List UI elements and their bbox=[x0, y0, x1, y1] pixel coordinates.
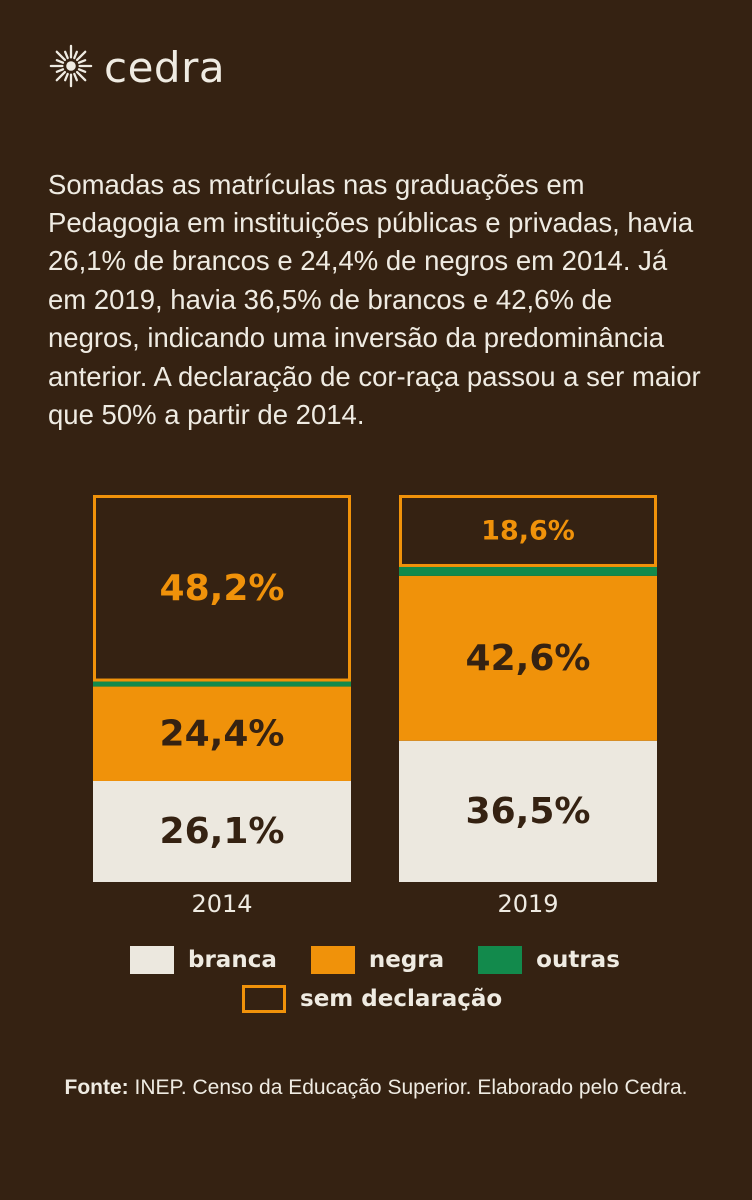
data-label-branca-2019: 36,5% bbox=[466, 791, 591, 832]
legend-swatch-sem-declaracao bbox=[242, 985, 286, 1013]
stacked-bar-chart: 26,1% 24,4% 48,2% 2014 36,5% 42,6% 18,6% 2019 bbox=[93, 495, 657, 918]
bar-sem-declaracao-2019 bbox=[399, 495, 657, 567]
legend-label-branca: branca bbox=[188, 947, 277, 973]
data-label-negra-2019: 42,6% bbox=[466, 638, 591, 679]
intro-paragraph: Somadas as matrículas nas graduações em … bbox=[48, 168, 701, 430]
bar-outras-2019 bbox=[399, 566, 657, 576]
legend-item-branca: branca bbox=[130, 946, 277, 974]
legend-label-sem-declaracao: sem declaração bbox=[300, 986, 503, 1012]
data-label-sem-declaracao-2014: 48,2% bbox=[160, 568, 285, 609]
sun-burst-icon bbox=[48, 43, 94, 94]
source-note: Fonte: INEP. Censo da Educação Superior.… bbox=[40, 1073, 712, 1102]
brand-logo: cedra bbox=[48, 44, 225, 92]
legend-label-negra: negra bbox=[368, 947, 445, 973]
bar-outras-2014 bbox=[93, 681, 351, 687]
data-label-sem-declaracao-2019: 18,6% bbox=[481, 515, 575, 546]
category-label-2019: 2019 bbox=[497, 890, 558, 918]
bar-branca-2019 bbox=[399, 740, 657, 882]
legend-swatch-negra bbox=[310, 946, 355, 974]
bar-branca-2014 bbox=[93, 780, 351, 882]
bar-sem-declaracao-2014 bbox=[93, 495, 351, 682]
legend-row-1: branca negra outras bbox=[130, 946, 620, 974]
bar-negra-2019 bbox=[399, 575, 657, 741]
legend-item-outras: outras bbox=[478, 946, 620, 974]
category-label-2014: 2014 bbox=[191, 890, 252, 918]
data-label-negra-2014: 24,4% bbox=[160, 713, 285, 754]
legend-label-outras: outras bbox=[536, 947, 620, 973]
legend-item-negra: negra bbox=[310, 946, 445, 974]
legend-swatch-branca bbox=[130, 946, 174, 974]
bar-negra-2014 bbox=[93, 686, 351, 781]
legend-item-sem-declaracao: sem declaração bbox=[242, 985, 502, 1013]
brand-name: cedra bbox=[104, 43, 226, 92]
source-label: Fonte: bbox=[64, 1076, 129, 1099]
legend-row-2: sem declaração bbox=[242, 985, 502, 1013]
source-text: INEP. Censo da Educação Superior. Elabor… bbox=[128, 1076, 688, 1099]
legend-swatch-outras bbox=[478, 946, 523, 974]
data-label-branca-2014: 26,1% bbox=[160, 811, 285, 852]
